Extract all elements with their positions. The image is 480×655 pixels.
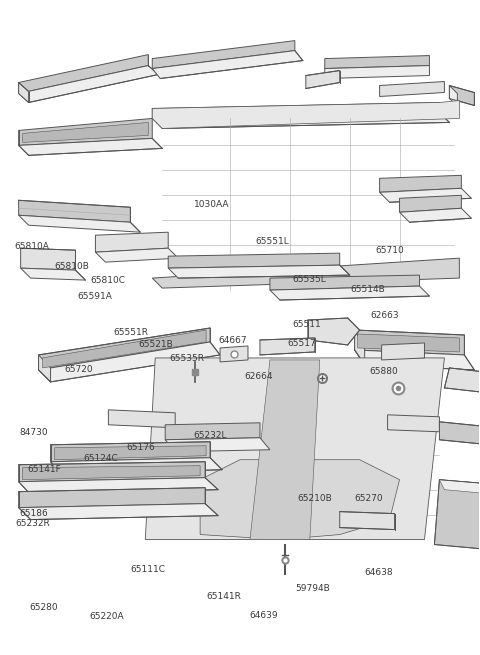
Polygon shape [96,248,178,262]
Polygon shape [152,258,459,288]
Polygon shape [19,477,218,495]
Text: 65810B: 65810B [54,261,89,271]
Polygon shape [108,410,175,428]
Text: 65514B: 65514B [350,285,385,294]
Text: 62663: 62663 [370,311,399,320]
Polygon shape [21,248,75,270]
Polygon shape [19,200,130,222]
Polygon shape [21,268,85,280]
Polygon shape [19,488,205,508]
Polygon shape [145,358,444,540]
Polygon shape [380,81,444,96]
Polygon shape [38,328,210,370]
Polygon shape [325,56,430,69]
Text: 65535R: 65535R [169,354,204,364]
Polygon shape [358,334,459,352]
Text: 1030AA: 1030AA [194,200,229,209]
Polygon shape [355,330,464,355]
Polygon shape [220,346,248,362]
Polygon shape [399,195,461,212]
Text: 65517: 65517 [288,339,317,348]
Text: 59794B: 59794B [295,584,330,593]
Polygon shape [19,138,162,155]
Text: 65141F: 65141F [27,466,61,474]
Text: 65141R: 65141R [206,592,241,601]
Polygon shape [165,422,260,440]
Polygon shape [380,188,471,202]
Polygon shape [168,253,340,268]
Polygon shape [325,66,430,79]
Polygon shape [152,41,295,69]
Text: 65591A: 65591A [77,291,112,301]
Polygon shape [449,86,457,107]
Polygon shape [19,54,148,94]
Polygon shape [19,83,29,102]
Polygon shape [168,265,350,278]
Polygon shape [96,233,168,252]
Text: 65810A: 65810A [14,242,49,251]
Polygon shape [355,330,365,365]
Polygon shape [200,460,399,540]
Polygon shape [50,458,222,475]
Polygon shape [19,215,140,233]
Text: 65124C: 65124C [83,454,118,462]
Polygon shape [19,119,152,145]
Polygon shape [38,355,50,382]
Polygon shape [43,330,206,368]
Polygon shape [55,446,206,460]
Polygon shape [380,176,461,193]
Polygon shape [152,113,449,128]
Text: 65710: 65710 [375,246,404,255]
Polygon shape [270,275,420,290]
Polygon shape [165,438,270,452]
Polygon shape [19,66,158,102]
Text: 65720: 65720 [64,365,93,374]
Text: 65176: 65176 [127,443,156,452]
Polygon shape [434,479,480,550]
Polygon shape [250,360,320,540]
Text: 65186: 65186 [20,509,48,517]
Text: 64667: 64667 [218,336,247,345]
Polygon shape [152,50,303,79]
Polygon shape [340,512,395,530]
Polygon shape [387,415,439,432]
Polygon shape [382,343,424,360]
Text: 65210B: 65210B [298,495,332,503]
Text: 65551L: 65551L [255,236,289,246]
Text: 65232L: 65232L [193,432,227,441]
Polygon shape [270,286,430,300]
Polygon shape [449,86,474,105]
Text: 64638: 64638 [364,568,393,577]
Text: 65270: 65270 [354,495,383,503]
Polygon shape [399,208,471,222]
Text: 65535L: 65535L [293,274,326,284]
Polygon shape [306,71,340,88]
Text: 65511: 65511 [293,320,322,329]
Polygon shape [444,368,480,392]
Polygon shape [439,479,480,495]
Text: 65280: 65280 [29,603,58,612]
Text: 65521B: 65521B [139,340,173,349]
Polygon shape [19,462,205,481]
Polygon shape [23,466,200,479]
Polygon shape [260,338,315,355]
Polygon shape [439,422,480,445]
Text: 65880: 65880 [369,367,398,377]
Polygon shape [23,122,148,142]
Text: 65220A: 65220A [89,612,124,621]
Text: 65232R: 65232R [15,519,50,528]
Text: 65810C: 65810C [91,276,126,285]
Text: 84730: 84730 [19,428,48,437]
Polygon shape [152,100,459,128]
Polygon shape [38,342,220,382]
Text: 64639: 64639 [250,610,278,620]
Polygon shape [308,318,360,345]
Text: 65111C: 65111C [130,565,165,574]
Polygon shape [50,441,210,462]
Text: 65551R: 65551R [114,328,149,337]
Polygon shape [152,102,439,119]
Polygon shape [355,350,474,370]
Polygon shape [19,504,218,519]
Text: 62664: 62664 [245,372,273,381]
